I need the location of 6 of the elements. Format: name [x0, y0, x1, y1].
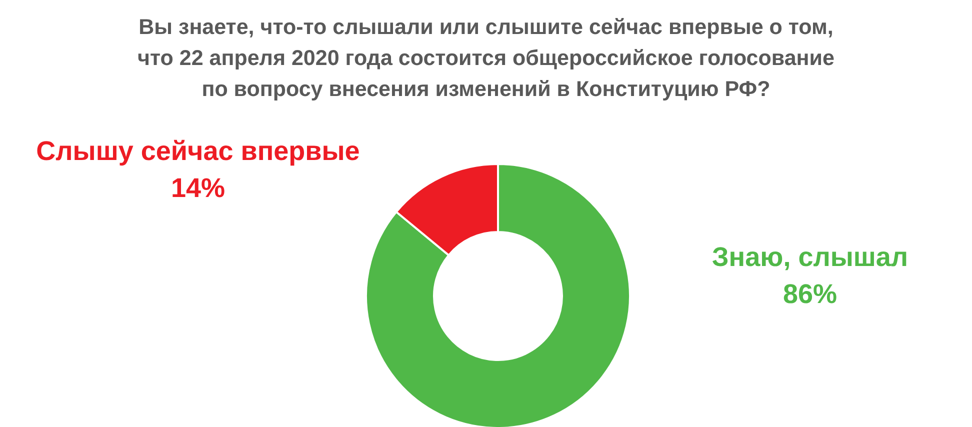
donut-slice: [365, 163, 631, 427]
data-label: 86%: [782, 279, 838, 309]
chart-title: Вы знаете, что-то слышали или слышите сейчас впервые о том, что 22 апреля 2020 года состоится общероссийское голосование по вопросу внесения изменений в Конституцию РФ?: [138, 15, 834, 101]
slice-label: Слышу сейчас впервые: [36, 136, 360, 166]
slice-label: Знаю, слышал: [712, 242, 908, 272]
data-label: 14%: [170, 173, 226, 203]
